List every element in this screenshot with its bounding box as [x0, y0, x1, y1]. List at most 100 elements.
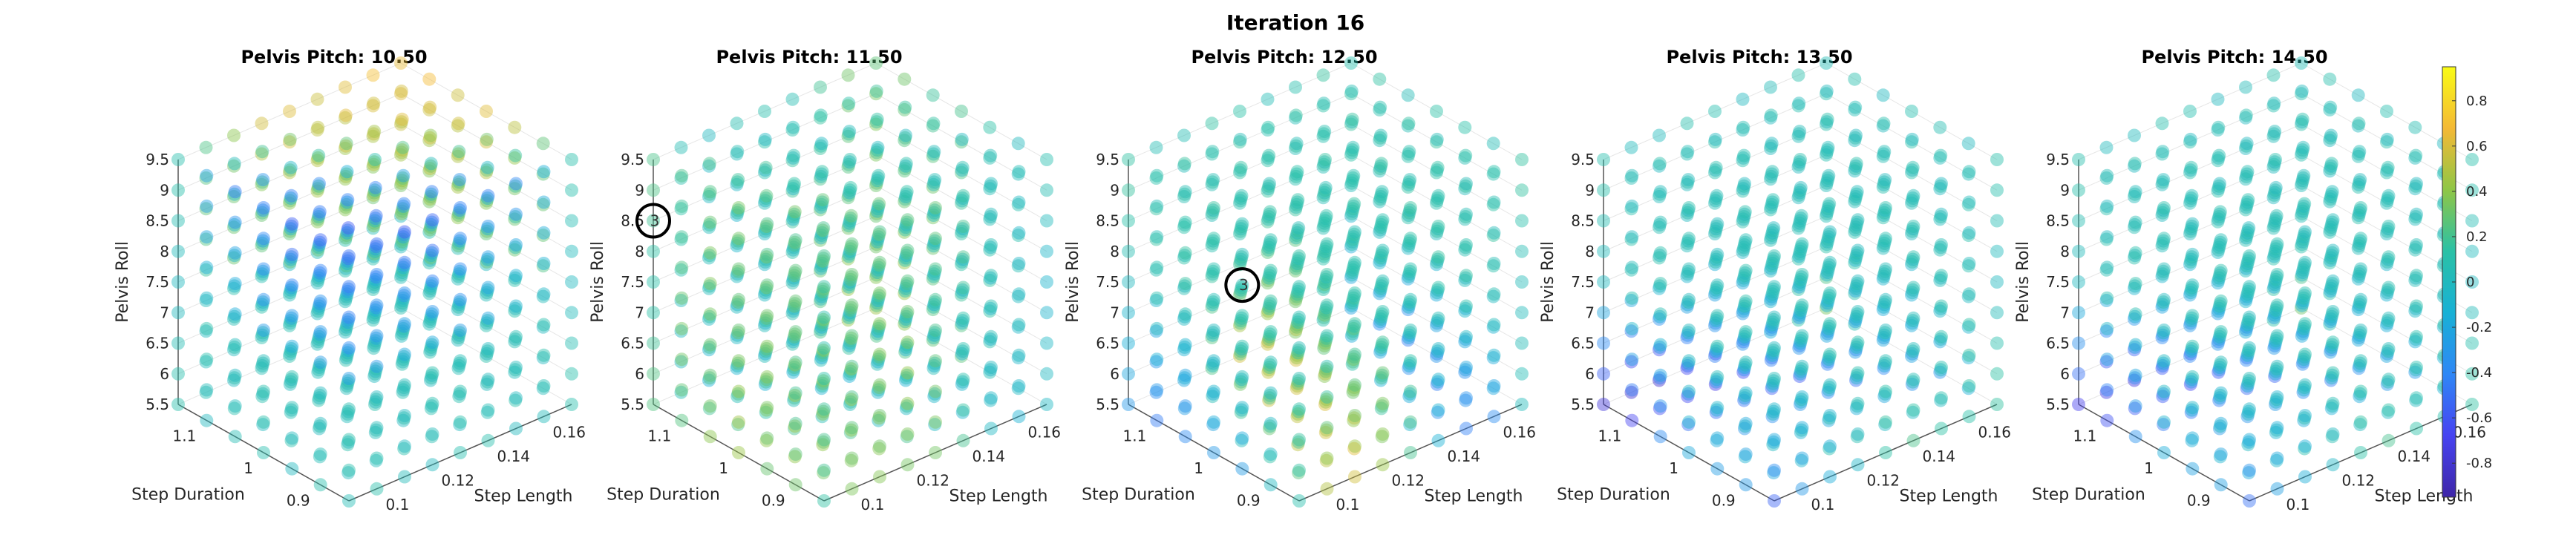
- scatter-point: [397, 197, 411, 211]
- scatter-point: [1291, 376, 1305, 390]
- scatter-point: [2239, 80, 2252, 94]
- scatter-point: [2186, 462, 2200, 476]
- scatter-point: [367, 247, 382, 261]
- scatter-point: [228, 307, 242, 321]
- scatter-point: [1402, 267, 1416, 281]
- scatter-point: [481, 188, 495, 203]
- scatter-point: [255, 239, 269, 253]
- scatter-point: [1374, 251, 1387, 265]
- scatter-point: [1318, 214, 1332, 228]
- z-grid-line: [1603, 62, 1998, 160]
- scatter-point: [1877, 209, 1891, 222]
- scatter-point: [760, 431, 774, 445]
- scatter-point: [1206, 173, 1220, 187]
- scatter-point: [841, 99, 855, 113]
- scatter-point: [1459, 301, 1473, 315]
- scatter-point: [786, 365, 800, 379]
- scatter-point: [1935, 177, 1948, 191]
- scatter-point: [1710, 403, 1724, 417]
- scatter-point: [1345, 234, 1359, 249]
- scatter-point: [452, 206, 466, 220]
- z-grid-line: [177, 154, 572, 252]
- scatter-point: [1934, 363, 1948, 377]
- scatter-point: [1402, 331, 1416, 344]
- scatter-point: [732, 232, 745, 246]
- scatter-point: [1906, 405, 1920, 419]
- scatter-point: [1737, 179, 1751, 193]
- scatter-points: [171, 56, 578, 508]
- scatter-point: [816, 407, 830, 421]
- scatter-point: [1235, 217, 1249, 231]
- scatter-point: [1376, 274, 1390, 288]
- scatter-point: [1431, 160, 1445, 174]
- scatter-point: [284, 222, 298, 236]
- scatter-point: [1150, 199, 1164, 213]
- scatter-point: [1738, 299, 1751, 313]
- scatter-point: [256, 234, 270, 248]
- scatter-point: [2072, 244, 2085, 258]
- scatter-point: [1823, 319, 1837, 333]
- z-grid-line: [1128, 93, 1523, 191]
- scatter-point: [2267, 96, 2281, 111]
- scatter-point: [397, 411, 411, 425]
- scatter-point: [536, 381, 550, 395]
- scatter-point: [509, 301, 523, 315]
- scatter-point: [1821, 324, 1835, 338]
- scatter-point: [451, 269, 465, 283]
- scatter-point: [424, 157, 438, 171]
- scatter-point: [1289, 381, 1304, 395]
- scatter-point: [1736, 276, 1750, 290]
- scatter-point: [227, 187, 241, 201]
- scatter-point: [1346, 140, 1360, 154]
- scatter-point: [730, 147, 744, 161]
- scatter-point: [1794, 180, 1808, 194]
- scatter-point: [397, 289, 411, 303]
- scatter-point: [1234, 344, 1248, 358]
- scatter-point: [873, 286, 886, 300]
- scatter-point: [1318, 306, 1332, 320]
- scatter-point: [1402, 361, 1416, 375]
- scatter-point: [955, 255, 969, 269]
- scatter-point: [451, 303, 465, 317]
- scatter-point: [1739, 325, 1753, 339]
- scatter-point: [451, 239, 465, 253]
- scatter-point: [898, 194, 912, 209]
- scatter-point: [1263, 235, 1277, 249]
- scatter-point: [1653, 220, 1666, 234]
- scatter-point: [397, 319, 411, 333]
- scatter-point: [1767, 435, 1781, 449]
- scatter-point: [732, 415, 745, 429]
- scatter-point: [1344, 84, 1359, 98]
- scatter-point: [1820, 56, 1833, 70]
- scatter-point: [312, 301, 326, 315]
- scatter-point: [928, 295, 942, 309]
- scatter-point: [843, 367, 857, 381]
- scatter-point: [1990, 153, 2004, 166]
- scatter-point: [1736, 337, 1750, 351]
- z-grid-line: [1603, 277, 1998, 375]
- scatter-point: [2410, 238, 2423, 252]
- scatter-point: [425, 305, 439, 318]
- scatter-point: [1962, 226, 1976, 240]
- scatter-point: [1261, 92, 1275, 106]
- scatter-point: [171, 244, 185, 258]
- scatter-point: [984, 361, 998, 374]
- scatter-point: [1347, 349, 1361, 364]
- scatter-point: [1681, 234, 1696, 248]
- subplot-title: Pelvis Pitch: 12.50: [1191, 47, 1377, 68]
- scatter-point: [844, 453, 858, 467]
- scatter-point: [2382, 280, 2396, 295]
- scatter-point: [1764, 203, 1777, 217]
- scatter-point: [1738, 297, 1752, 311]
- scatter-point: [2157, 354, 2171, 368]
- scatter-point: [1262, 240, 1276, 255]
- scatter-point: [984, 271, 998, 285]
- scatter-point: [480, 344, 494, 358]
- scatter-point: [1289, 233, 1302, 247]
- scatter-point: [340, 195, 354, 209]
- scatter-point: [310, 306, 324, 321]
- scatter-point: [1848, 256, 1862, 270]
- scatter-point: [1877, 361, 1891, 375]
- scatter-point: [1177, 159, 1191, 173]
- scatter-point: [1403, 295, 1417, 309]
